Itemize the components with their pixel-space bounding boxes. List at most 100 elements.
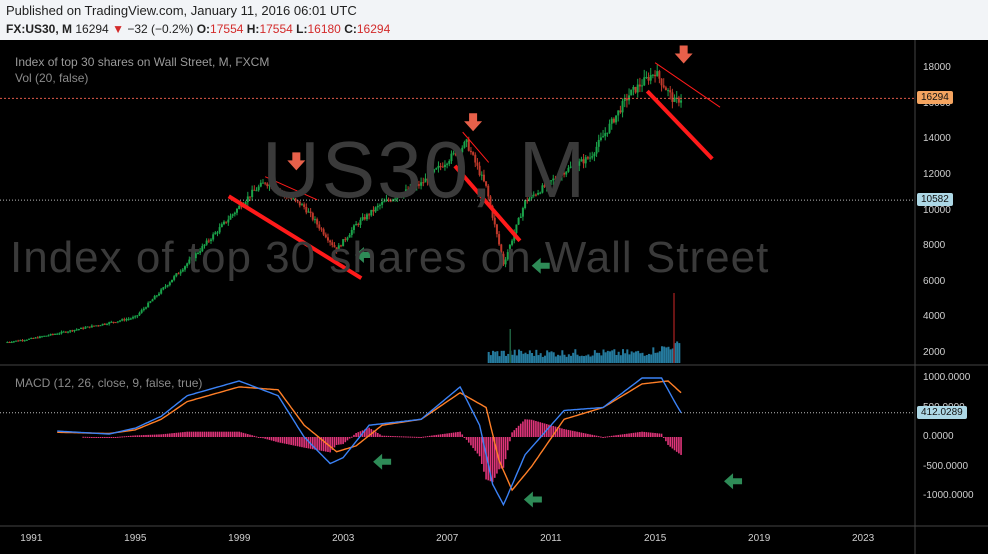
volume-bar — [671, 348, 674, 363]
candle-body — [387, 199, 390, 201]
candle-body — [235, 208, 238, 213]
trend-line — [453, 164, 522, 243]
volume-bar — [632, 352, 635, 363]
macd-histogram-bar — [112, 437, 115, 438]
volume-bar — [665, 347, 668, 363]
macd-histogram-bar — [567, 429, 570, 437]
macd-histogram-bar — [652, 432, 654, 437]
candle-body — [207, 240, 210, 242]
candle-body — [153, 296, 156, 300]
candle-body — [437, 165, 440, 169]
low-label: L: — [296, 22, 308, 36]
candle-body — [489, 196, 492, 207]
candle-body — [537, 192, 540, 195]
macd-histogram-bar — [344, 437, 347, 443]
chart-svg[interactable] — [0, 40, 988, 554]
candle-body — [664, 87, 667, 91]
symbol-name[interactable]: FX:US30, M — [6, 22, 73, 36]
candle-body — [69, 330, 72, 332]
macd-histogram-bar — [199, 431, 201, 437]
candle-body — [38, 336, 41, 339]
macd-histogram-bar — [470, 437, 472, 446]
macd-histogram-bar — [227, 431, 230, 437]
candle-body — [660, 78, 663, 86]
macd-histogram-bar — [578, 432, 581, 437]
candle-body — [88, 326, 91, 328]
macd-histogram-bar — [355, 433, 357, 437]
candle-body — [222, 221, 225, 225]
macd-histogram-bar — [257, 437, 260, 438]
signal-line — [57, 380, 682, 492]
volume-bar — [526, 354, 529, 363]
volume-bar — [604, 352, 607, 363]
macd-histogram-bar — [188, 431, 191, 437]
candle-body — [181, 269, 184, 272]
macd-histogram-bar — [335, 437, 338, 445]
candle-body — [151, 299, 154, 302]
macd-histogram-bar — [459, 431, 461, 437]
volume-bar — [567, 354, 570, 363]
candle-body — [357, 223, 360, 225]
macd-histogram-bar — [97, 437, 100, 438]
macd-histogram-bar — [262, 437, 264, 439]
price-tick-label: 18000 — [923, 62, 951, 73]
macd-level-badge: 412.0289 — [917, 405, 967, 419]
candle-body — [188, 259, 191, 264]
macd-histogram-bar — [149, 434, 152, 437]
macd-histogram-bar — [305, 437, 308, 449]
macd-histogram-bar — [136, 435, 139, 437]
trend-line — [654, 62, 721, 108]
candle-body — [257, 186, 260, 191]
candle-body — [474, 154, 477, 163]
volume-bar — [645, 355, 648, 363]
candle-body — [218, 227, 221, 233]
macd-histogram-bar — [143, 435, 145, 437]
macd-histogram-bar — [500, 437, 503, 469]
macd-histogram-bar — [628, 433, 630, 437]
macd-histogram-bar — [604, 436, 607, 438]
down-triangle-icon: ▼ — [112, 22, 124, 36]
macd-histogram-bar — [138, 435, 141, 437]
macd-histogram-bar — [669, 437, 672, 447]
macd-histogram-bar — [171, 433, 173, 437]
candle-body — [641, 85, 644, 87]
macd-histogram-bar — [251, 435, 253, 437]
macd-histogram-bar — [88, 436, 91, 438]
candle-body — [281, 191, 284, 193]
candle-body — [123, 319, 126, 321]
volume-bar — [591, 355, 594, 363]
candle-body — [532, 194, 535, 196]
candle-body — [116, 321, 119, 323]
candle-body — [662, 85, 665, 88]
macd-histogram-bar — [205, 431, 208, 437]
candle-body — [359, 219, 362, 225]
macd-histogram-bar — [396, 436, 399, 438]
macd-histogram-bar — [524, 419, 526, 437]
macd-histogram-bar — [537, 421, 539, 437]
candle-body — [164, 286, 167, 288]
candle-body — [264, 182, 267, 184]
macd-histogram-bar — [619, 434, 622, 437]
down-arrow-icon — [674, 45, 693, 64]
candle-body — [378, 204, 381, 206]
candle-body — [28, 338, 31, 340]
macd-histogram-bar — [530, 419, 533, 437]
macd-histogram-bar — [437, 434, 440, 437]
macd-histogram-bar — [548, 424, 550, 437]
candle-body — [381, 201, 384, 205]
volume-bar — [609, 351, 611, 363]
volume-bar — [546, 350, 549, 363]
candle-body — [305, 206, 308, 213]
candle-body — [125, 319, 128, 321]
volume-bar — [559, 355, 562, 363]
candle-body — [560, 172, 563, 176]
macd-histogram-bar — [283, 437, 286, 444]
volume-bar — [667, 346, 670, 363]
candle-body — [225, 221, 228, 223]
macd-histogram-bar — [253, 435, 256, 437]
macd-histogram-bar — [197, 431, 199, 437]
candle-body — [274, 189, 277, 192]
macd-histogram-bar — [541, 422, 544, 437]
candle-body — [283, 192, 286, 195]
candle-body — [452, 152, 455, 154]
